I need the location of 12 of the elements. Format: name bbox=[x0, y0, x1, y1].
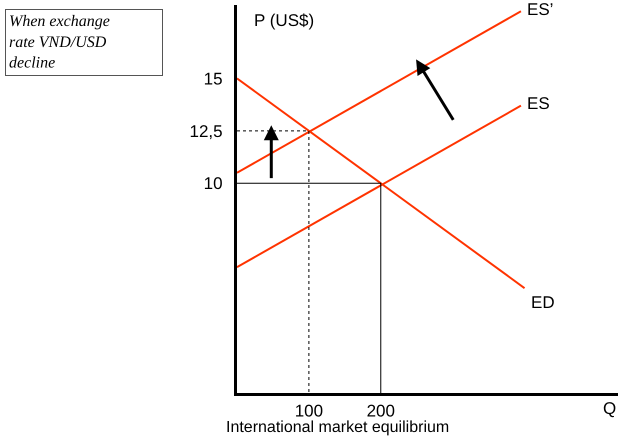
series-label: ED bbox=[531, 293, 555, 312]
x-tick-label: 200 bbox=[366, 401, 395, 420]
y-axis-title: P (US$) bbox=[254, 11, 314, 30]
x-tick-label: 100 bbox=[294, 401, 324, 420]
y-tick-label: 15 bbox=[204, 69, 223, 88]
text: International market equilibrium bbox=[226, 419, 450, 436]
text: When exchange rate VND/USD decline bbox=[9, 13, 110, 72]
y-tick-label: 12,5 bbox=[190, 122, 223, 141]
x-axis-title: Q bbox=[603, 399, 616, 418]
y-tick-label: 10 bbox=[204, 174, 223, 194]
series-label: ES’ bbox=[527, 0, 554, 19]
series-label: ES bbox=[527, 94, 550, 113]
